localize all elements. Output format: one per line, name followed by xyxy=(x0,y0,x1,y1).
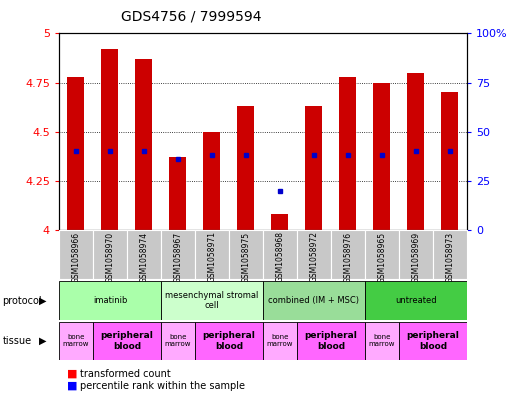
Bar xyxy=(135,59,152,230)
Text: imatinib: imatinib xyxy=(93,296,127,305)
Text: GSM1058973: GSM1058973 xyxy=(445,231,455,283)
Text: ▶: ▶ xyxy=(38,296,46,306)
Text: GSM1058966: GSM1058966 xyxy=(71,231,81,283)
Text: bone
marrow: bone marrow xyxy=(267,334,293,347)
Bar xyxy=(59,230,93,279)
Text: GSM1058965: GSM1058965 xyxy=(378,231,386,283)
Text: GSM1058975: GSM1058975 xyxy=(242,231,250,283)
Bar xyxy=(340,77,357,230)
Bar xyxy=(263,230,297,279)
Bar xyxy=(263,322,297,360)
Bar xyxy=(204,132,221,230)
Bar xyxy=(399,230,433,279)
Text: ■: ■ xyxy=(67,381,77,391)
Bar xyxy=(399,322,467,360)
Bar xyxy=(407,73,424,230)
Text: tissue: tissue xyxy=(3,336,32,346)
Bar xyxy=(331,230,365,279)
Bar xyxy=(365,281,467,320)
Bar xyxy=(365,230,399,279)
Bar xyxy=(68,77,85,230)
Text: GSM1058970: GSM1058970 xyxy=(106,231,114,283)
Text: GSM1058971: GSM1058971 xyxy=(207,231,216,283)
Bar xyxy=(127,230,161,279)
Text: GSM1058967: GSM1058967 xyxy=(173,231,183,283)
Bar xyxy=(195,322,263,360)
Text: GSM1058968: GSM1058968 xyxy=(275,231,284,283)
Bar xyxy=(169,157,186,230)
Bar xyxy=(373,83,390,230)
Bar xyxy=(161,281,263,320)
Bar xyxy=(102,49,119,230)
Bar xyxy=(238,106,254,230)
Bar xyxy=(195,230,229,279)
Text: percentile rank within the sample: percentile rank within the sample xyxy=(80,381,245,391)
Text: combined (IM + MSC): combined (IM + MSC) xyxy=(268,296,360,305)
Text: transformed count: transformed count xyxy=(80,369,170,379)
Text: mesenchymal stromal
cell: mesenchymal stromal cell xyxy=(165,291,259,310)
Text: GSM1058969: GSM1058969 xyxy=(411,231,420,283)
Bar xyxy=(59,281,161,320)
Text: bone
marrow: bone marrow xyxy=(165,334,191,347)
Text: ■: ■ xyxy=(67,369,77,379)
Bar xyxy=(93,230,127,279)
Text: peripheral
blood: peripheral blood xyxy=(406,331,459,351)
Text: peripheral
blood: peripheral blood xyxy=(304,331,358,351)
Bar xyxy=(263,281,365,320)
Text: ▶: ▶ xyxy=(38,336,46,346)
Bar xyxy=(297,322,365,360)
Bar xyxy=(297,230,331,279)
Bar xyxy=(161,322,195,360)
Bar xyxy=(93,322,161,360)
Text: protocol: protocol xyxy=(3,296,42,306)
Bar xyxy=(229,230,263,279)
Bar xyxy=(59,322,93,360)
Bar xyxy=(161,230,195,279)
Text: GSM1058976: GSM1058976 xyxy=(343,231,352,283)
Text: GSM1058974: GSM1058974 xyxy=(140,231,148,283)
Text: peripheral
blood: peripheral blood xyxy=(203,331,255,351)
Text: bone
marrow: bone marrow xyxy=(63,334,89,347)
Text: bone
marrow: bone marrow xyxy=(369,334,395,347)
Bar xyxy=(365,322,399,360)
Text: GDS4756 / 7999594: GDS4756 / 7999594 xyxy=(121,10,261,24)
Bar xyxy=(441,92,458,230)
Text: peripheral
blood: peripheral blood xyxy=(101,331,153,351)
Bar xyxy=(305,106,322,230)
Bar xyxy=(271,214,288,230)
Text: GSM1058972: GSM1058972 xyxy=(309,231,319,283)
Text: untreated: untreated xyxy=(395,296,437,305)
Bar xyxy=(433,230,467,279)
